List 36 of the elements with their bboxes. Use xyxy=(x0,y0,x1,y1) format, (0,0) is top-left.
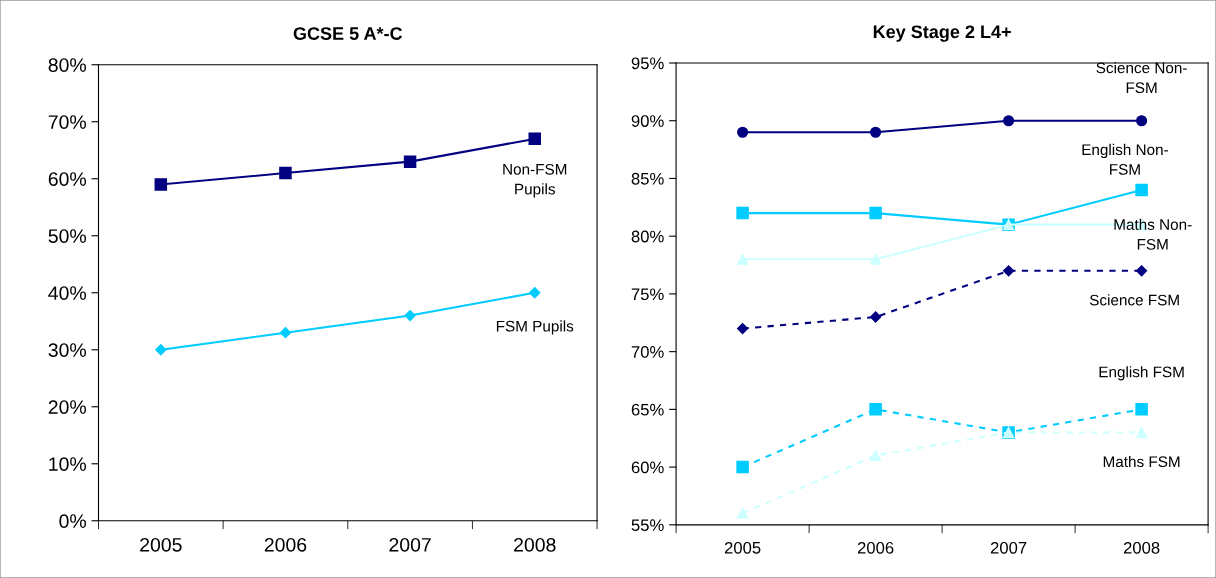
x-tick-label: 2005 xyxy=(140,537,182,552)
y-tick-label: 80% xyxy=(631,230,664,243)
y-tick-label: 20% xyxy=(48,400,86,414)
y-tick-label: 70% xyxy=(631,346,664,358)
y-tick-label: 95% xyxy=(631,57,664,70)
y-tick-label: 0% xyxy=(59,514,86,529)
y-tick-label: 90% xyxy=(631,115,664,127)
series-label: Maths Non- FSM xyxy=(1114,218,1192,250)
series-label: Maths FSM xyxy=(1103,455,1180,468)
chart-title: GCSE 5 A*-C xyxy=(293,27,403,40)
x-tick-label: 2006 xyxy=(857,541,894,554)
y-tick-label: 70% xyxy=(48,115,86,129)
series-label: Science Non- FSM xyxy=(1096,62,1187,94)
x-tick-label: 2006 xyxy=(264,537,307,552)
series-label: Non-FSM Pupils xyxy=(503,163,567,198)
y-tick-label: 65% xyxy=(631,403,664,416)
y-tick-label: 60% xyxy=(631,461,664,474)
series-label: Science FSM xyxy=(1089,294,1179,306)
y-tick-label: 55% xyxy=(631,519,664,532)
series-label: English Non- FSM xyxy=(1082,143,1168,175)
y-tick-label: 75% xyxy=(631,288,664,301)
series-label: English FSM xyxy=(1099,366,1184,381)
x-tick-label: 2008 xyxy=(1123,541,1160,554)
chart-title: Key Stage 2 L4+ xyxy=(873,25,1011,42)
y-tick-label: 50% xyxy=(48,229,86,243)
y-tick-label: 80% xyxy=(48,58,86,72)
x-tick-label: 2005 xyxy=(724,541,761,554)
y-tick-label: 60% xyxy=(48,172,86,186)
y-tick-label: 85% xyxy=(631,172,664,185)
y-tick-label: 30% xyxy=(48,343,86,357)
x-tick-label: 2008 xyxy=(514,537,556,552)
y-tick-label: 10% xyxy=(49,457,86,472)
series-label: FSM Pupils xyxy=(496,320,574,335)
x-tick-label: 2007 xyxy=(990,541,1027,554)
x-tick-label: 2007 xyxy=(389,537,431,552)
y-tick-label: 40% xyxy=(48,286,86,300)
